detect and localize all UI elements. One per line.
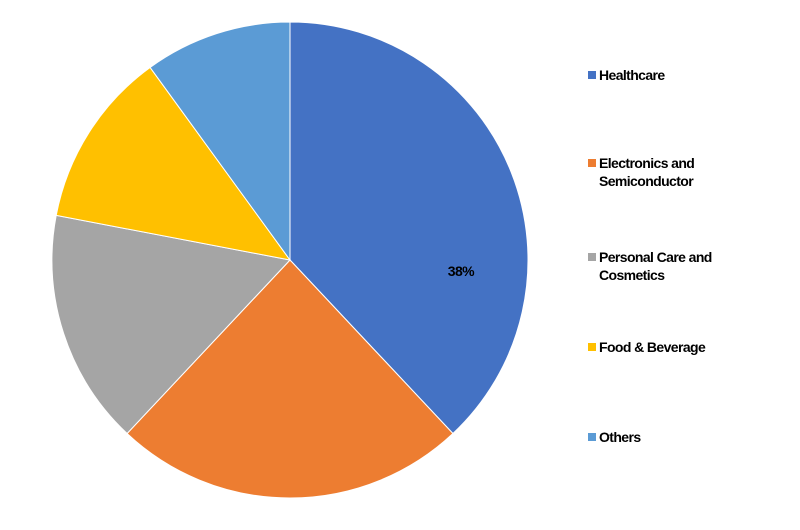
pie-slice	[289, 21, 529, 435]
legend-swatch	[588, 253, 596, 261]
legend-swatch	[588, 71, 596, 79]
legend-swatch	[588, 159, 596, 167]
legend-label: Electronics and Semiconductor	[599, 155, 695, 189]
legend-item: Personal Care and Cosmetics	[588, 248, 774, 284]
pie-slice	[149, 21, 291, 262]
legend-item: Food & Beverage	[588, 338, 774, 356]
pie-area: 38%	[51, 21, 529, 499]
data-label: 38%	[448, 263, 475, 279]
legend-label: Food & Beverage	[599, 339, 706, 355]
pie-slice	[51, 214, 291, 435]
legend-label: Personal Care and Cosmetics	[599, 249, 712, 283]
pie-slice	[55, 66, 292, 261]
legend-item: Others	[588, 428, 774, 446]
legend-swatch	[588, 343, 596, 351]
legend-item: Healthcare	[588, 66, 774, 84]
pie-slice	[126, 259, 454, 499]
legend-item: Electronics and Semiconductor	[588, 154, 774, 190]
legend-label: Others	[599, 429, 641, 445]
legend-label: Healthcare	[599, 67, 665, 83]
legend-swatch	[588, 433, 596, 441]
